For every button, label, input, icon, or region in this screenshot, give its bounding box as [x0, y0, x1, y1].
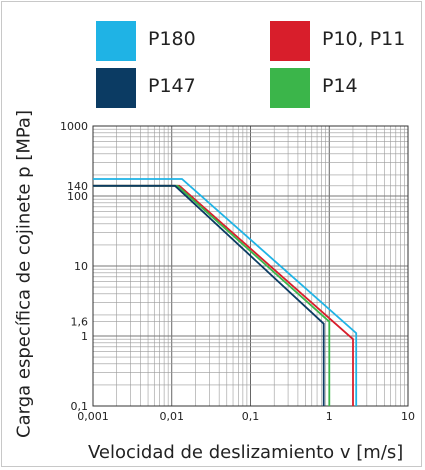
x-tick-label: 0,01: [160, 410, 185, 423]
legend-swatch-p10-p11: [270, 21, 310, 61]
y-tick-label: 1000: [60, 120, 88, 133]
legend-label-p14: P14: [322, 75, 358, 97]
legend-label-p147: P147: [148, 75, 196, 97]
legend: P180 P10, P11 P147 P14: [0, 0, 425, 112]
legend-swatch-p14: [270, 68, 310, 108]
y-tick-label: 100: [67, 190, 88, 203]
plot-frame: [92, 125, 409, 407]
legend-swatch-p180: [96, 21, 136, 61]
x-tick-label: 10: [401, 410, 415, 423]
y-tick-label: 1,6: [71, 316, 89, 329]
x-tick-label: 0,001: [77, 410, 109, 423]
series-line-p147: [93, 184, 325, 406]
legend-label-p10-p11: P10, P11: [322, 28, 406, 50]
legend-swatch-p147: [96, 68, 136, 108]
series-line-p180: [93, 178, 358, 406]
y-tick-label: 1: [81, 330, 88, 343]
y-tick-label: 10: [74, 260, 88, 273]
y-tick-label: 140: [67, 180, 88, 193]
y-tick-label: 0,1: [71, 400, 89, 413]
x-tick-label: 1: [326, 410, 333, 423]
legend-label-p180: P180: [148, 28, 196, 50]
y-axis-label: Carga específica de cojinete p [MPa]: [13, 110, 35, 438]
x-axis-label: Velocidad de deslizamiento v [m/s]: [88, 442, 404, 463]
x-tick-label: 0,1: [242, 410, 260, 423]
